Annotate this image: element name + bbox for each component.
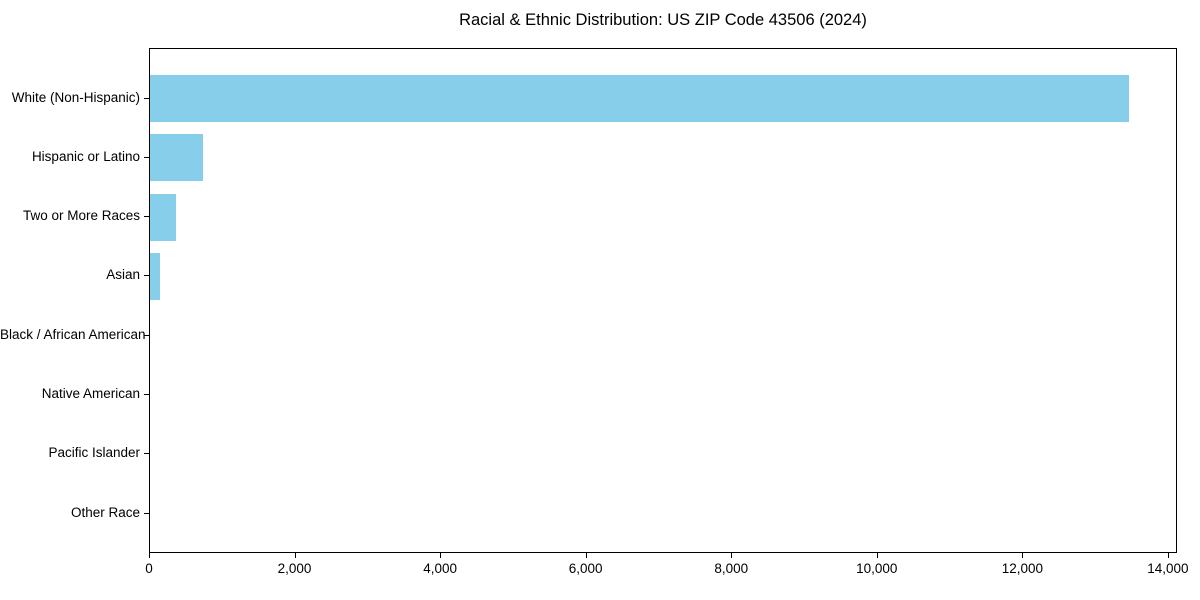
x-tick-label: 14,000 [1147, 561, 1189, 576]
x-tick-mark [149, 553, 150, 558]
bar-2 [150, 193, 176, 241]
x-tick-label: 8,000 [714, 561, 749, 576]
y-tick-label: Pacific Islander [48, 445, 140, 461]
y-tick-label: Asian [106, 267, 140, 283]
x-tick-mark [731, 553, 733, 558]
x-tick-label: 10,000 [856, 561, 898, 576]
x-tick-mark [876, 553, 878, 558]
y-tick-mark [144, 275, 149, 277]
plot-area [149, 48, 1177, 553]
y-tick-label: Other Race [70, 504, 140, 520]
x-tick-label: 0 [145, 561, 153, 576]
y-tick-mark [144, 453, 149, 455]
y-tick-mark [144, 216, 149, 218]
y-tick-mark [144, 334, 149, 336]
x-tick-label: 4,000 [423, 561, 457, 576]
x-tick-label: 2,000 [277, 561, 312, 576]
y-tick-label: Native American [41, 386, 140, 401]
y-tick-label: Hispanic or Latino [31, 148, 140, 164]
x-tick-mark [1167, 553, 1169, 558]
x-tick-mark [1022, 553, 1024, 558]
y-tick-mark [144, 394, 149, 395]
y-tick-mark [144, 156, 149, 158]
y-tick-mark [144, 97, 149, 99]
x-tick-mark [294, 553, 296, 558]
y-tick-label: White (Non-Hispanic) [11, 89, 140, 105]
x-tick-label: 12,000 [1001, 561, 1043, 576]
chart-title: Racial & Ethnic Distribution: US ZIP Cod… [459, 11, 867, 29]
bar-0 [150, 75, 1129, 122]
y-tick-label: Two or More Races [22, 208, 140, 224]
bar-1 [150, 134, 203, 182]
x-tick-mark [585, 553, 587, 558]
x-tick-label: 6,000 [568, 561, 603, 576]
y-tick-label: Black / African American [0, 326, 146, 342]
x-tick-mark [440, 553, 442, 558]
y-tick-mark [144, 512, 149, 514]
bar-3 [150, 252, 160, 300]
